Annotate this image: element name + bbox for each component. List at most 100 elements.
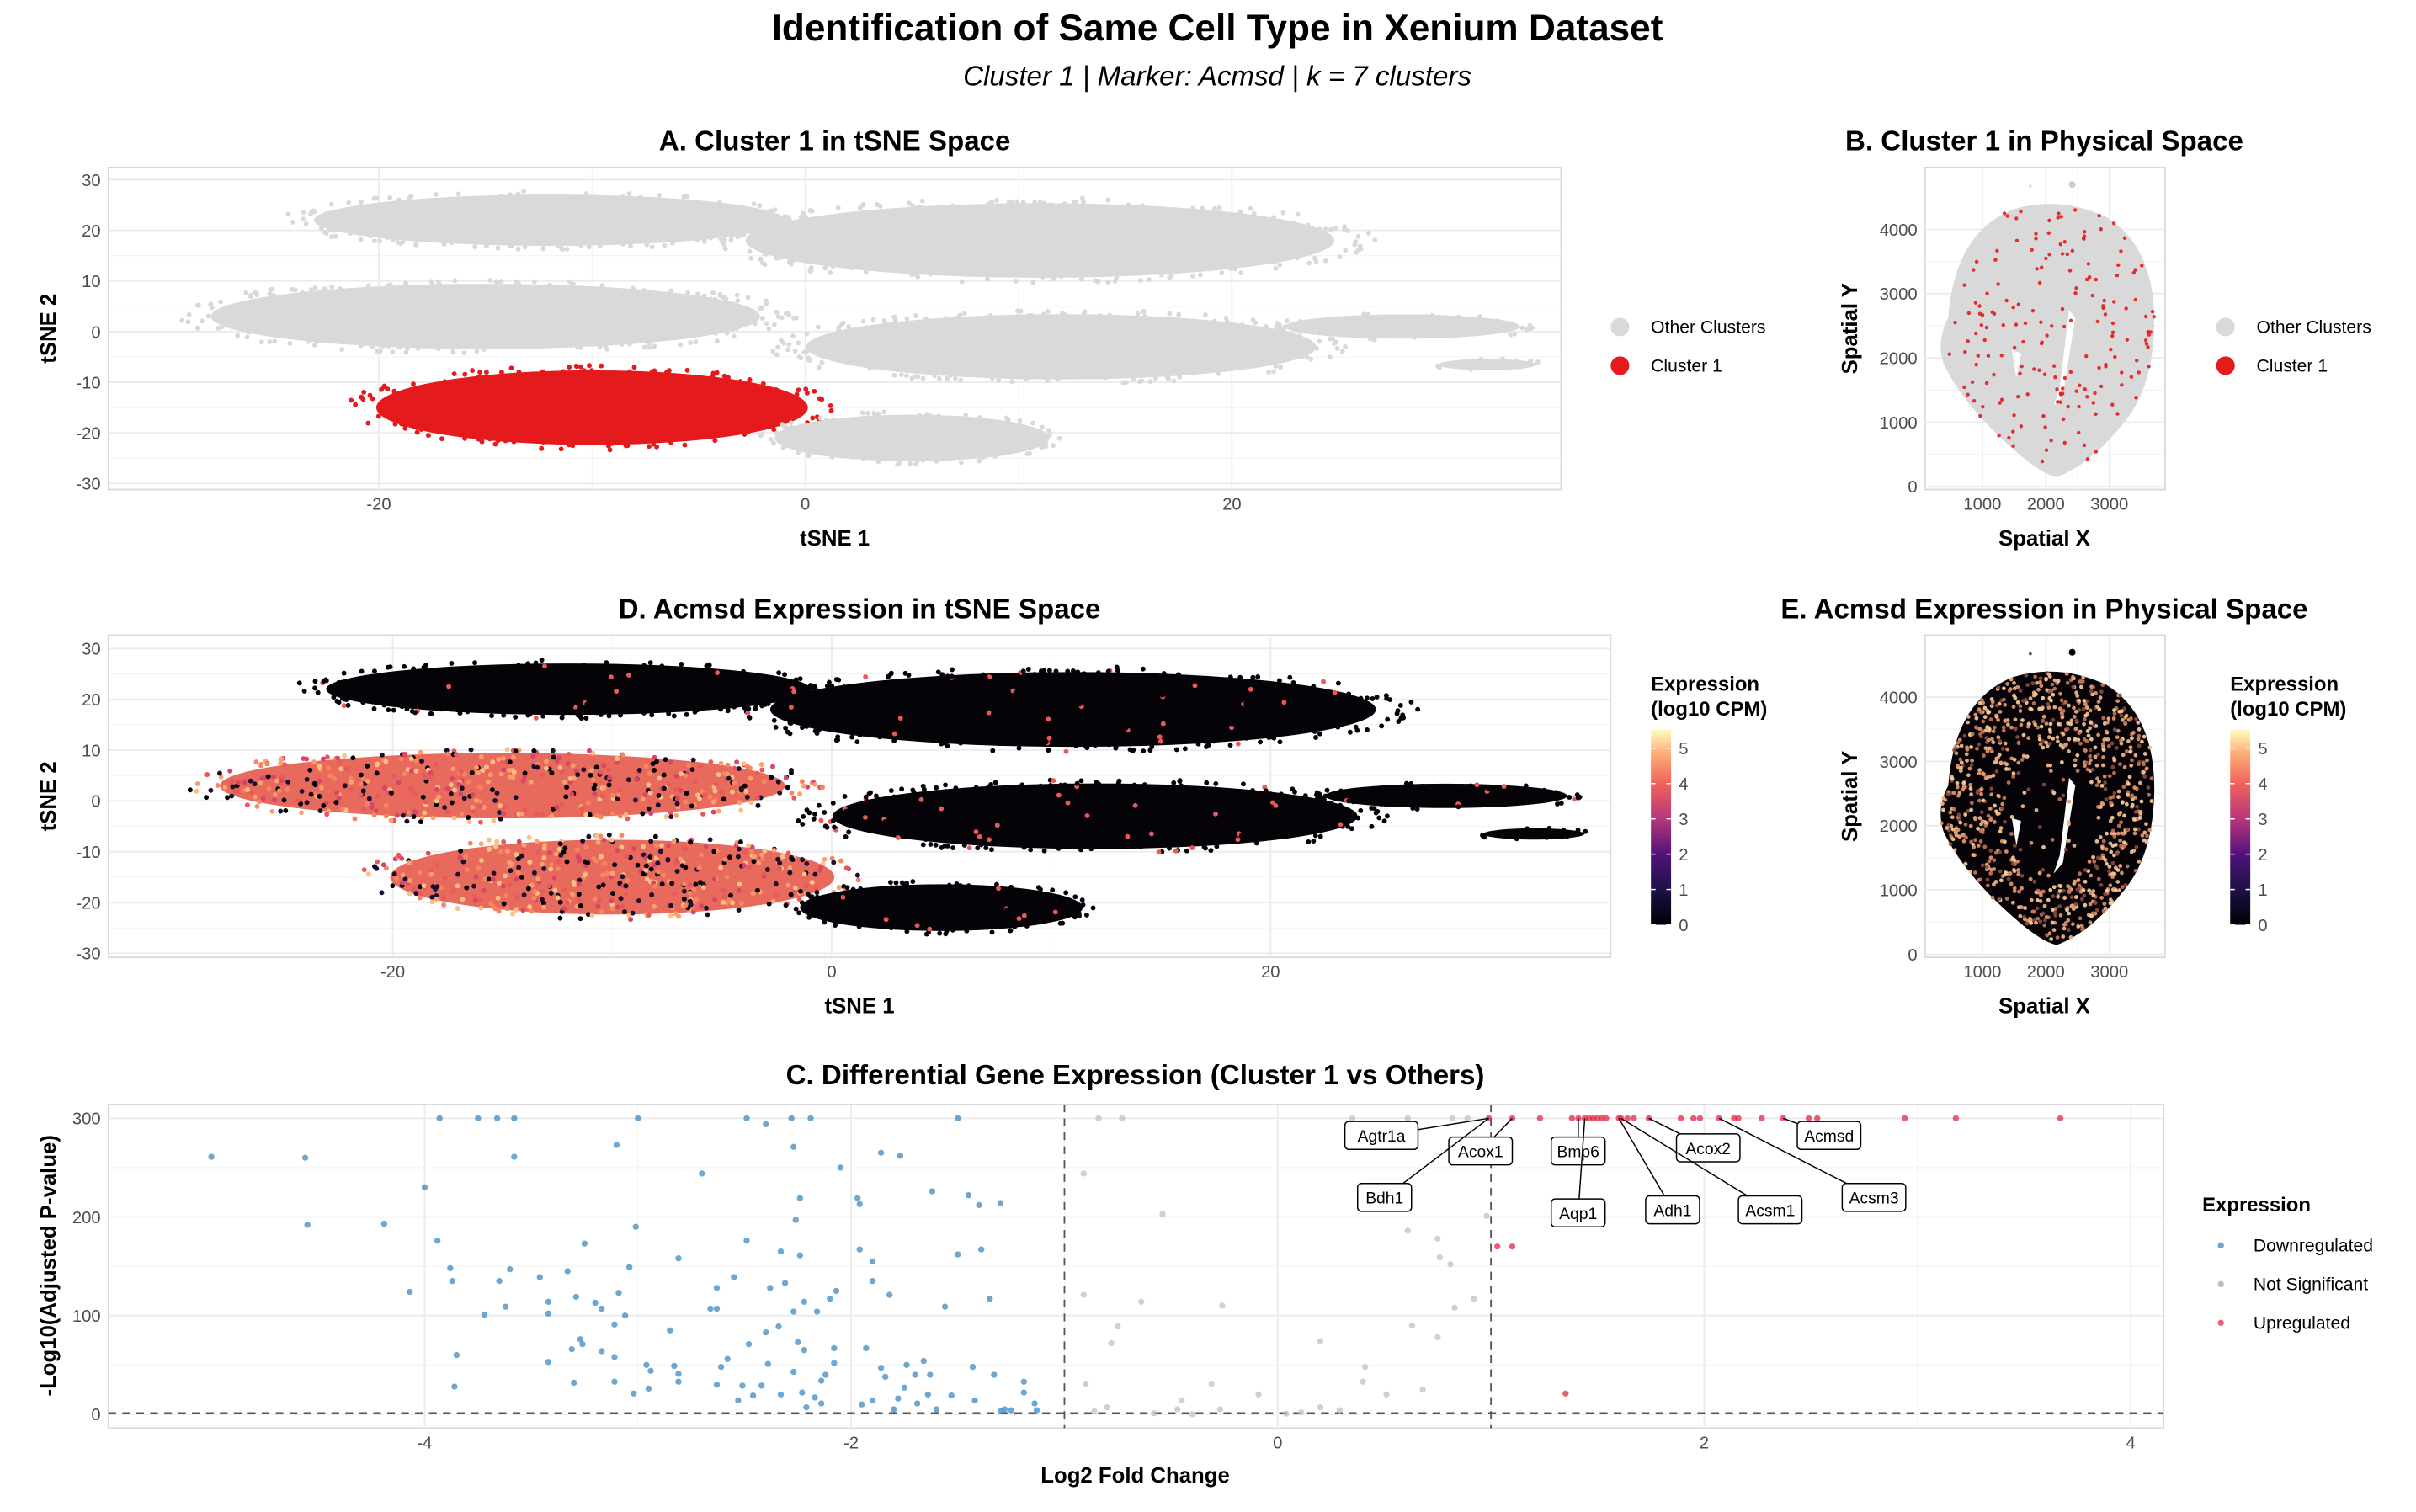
expression-point: [492, 689, 498, 695]
other-cluster-point: [640, 229, 646, 235]
cell-point: [2070, 248, 2075, 253]
other-cluster-point: [1094, 356, 1099, 361]
expression-point: [1210, 689, 1216, 695]
expression-point: [423, 704, 429, 710]
other-cluster-point: [525, 296, 531, 302]
other-cluster-point: [397, 321, 403, 327]
other-cluster-point: [982, 228, 988, 233]
other-cluster-point: [1050, 274, 1056, 280]
other-cluster-point: [454, 322, 460, 328]
other-cluster-point: [910, 203, 916, 209]
cell-point: [2090, 293, 2095, 298]
other-cluster-point: [1147, 235, 1152, 240]
expression-point: [652, 754, 657, 760]
cell-point: [2035, 267, 2039, 271]
expression-point: [949, 673, 955, 679]
expression-point: [311, 759, 317, 765]
other-cluster-point: [987, 312, 993, 318]
expression-point: [863, 673, 869, 679]
cell-point: [1981, 404, 1985, 409]
cluster-1-point: [598, 426, 604, 432]
other-cluster-point: [1045, 309, 1051, 314]
other-cluster-point: [1024, 263, 1030, 269]
other-cluster-point: [979, 212, 985, 218]
other-cluster-point: [274, 317, 279, 323]
expression-point: [982, 739, 987, 745]
cell-point: [2039, 320, 2043, 324]
expression-point: [507, 881, 513, 887]
other-cluster-point: [1359, 322, 1365, 328]
expression-point: [381, 702, 387, 708]
cluster-1-point: [603, 413, 609, 419]
expression-point: [474, 764, 480, 770]
other-cluster-point: [909, 375, 915, 381]
expression-point: [662, 785, 667, 791]
cluster-1-point: [448, 415, 454, 421]
other-cluster-point: [597, 318, 602, 324]
other-cluster-point: [792, 349, 798, 354]
other-cluster-point: [409, 235, 414, 241]
expression-point: [654, 759, 660, 764]
other-cluster-point: [700, 204, 705, 210]
other-cluster-point: [965, 240, 970, 246]
expression-point: [933, 842, 939, 848]
cell-point: [2059, 215, 2063, 219]
expression-point: [266, 786, 272, 791]
expression-point: [791, 689, 797, 695]
cluster-1-point: [517, 381, 523, 386]
expression-point: [987, 699, 993, 705]
cluster-1-point: [398, 421, 404, 427]
expression-point: [777, 860, 783, 866]
other-cluster-point: [260, 305, 266, 311]
expression-point: [564, 899, 570, 905]
other-cluster-point: [1303, 246, 1309, 252]
expression-point: [718, 760, 724, 766]
other-cluster-point: [461, 350, 467, 356]
expression-point: [564, 785, 570, 791]
other-cluster-point: [430, 215, 436, 221]
other-cluster-point: [786, 430, 792, 436]
expression-point: [657, 689, 663, 695]
cell-point: [1966, 392, 1970, 397]
other-cluster-point: [997, 255, 1003, 260]
cluster-1-point: [630, 434, 636, 439]
expression-point: [771, 717, 777, 723]
other-cluster-point: [897, 242, 902, 248]
cell-point: [2012, 413, 2016, 418]
other-cluster-point: [701, 239, 707, 245]
expression-point: [590, 777, 596, 783]
other-cluster-point: [1039, 445, 1045, 450]
other-cluster-point: [1278, 365, 1284, 370]
expression-point: [317, 764, 322, 769]
other-cluster-point: [586, 313, 592, 318]
expression-point: [1287, 674, 1293, 680]
expression-point: [641, 844, 647, 849]
other-cluster-point: [375, 321, 380, 327]
expression-point: [540, 713, 546, 719]
other-cluster-point: [1308, 356, 1314, 362]
expression-point: [647, 854, 653, 860]
other-cluster-point: [368, 316, 374, 322]
expression-point: [434, 862, 440, 868]
expression-point: [549, 770, 555, 776]
expression-point: [1316, 803, 1322, 809]
expression-point: [617, 787, 623, 793]
expression-point: [742, 849, 748, 855]
other-cluster-point: [952, 375, 958, 381]
expression-point: [404, 818, 410, 824]
expression-point: [1008, 834, 1014, 840]
expression-point: [1082, 671, 1088, 677]
expression-point: [552, 705, 558, 711]
expression-point: [427, 695, 433, 700]
other-cluster-point: [1273, 265, 1279, 271]
other-cluster-point: [1424, 314, 1429, 320]
expression-point: [708, 668, 714, 673]
expression-point: [982, 830, 987, 836]
expression-point: [1116, 716, 1121, 721]
other-cluster-point: [1021, 335, 1027, 341]
other-cluster-point: [988, 210, 994, 216]
expression-point: [1072, 732, 1078, 737]
other-cluster-point: [1152, 375, 1158, 381]
expression-point: [532, 888, 537, 894]
expression-point: [391, 773, 397, 779]
